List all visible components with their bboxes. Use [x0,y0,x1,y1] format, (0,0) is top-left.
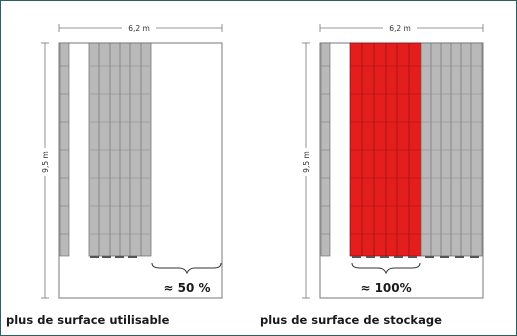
gain-label-right: ≈ 100% [360,281,411,295]
mobile-racks-left [88,42,152,258]
mobile-racks-right [420,42,483,258]
gain-label-left: ≈ 50 % [163,281,210,295]
gain-brace-right [351,262,421,275]
added-racks-red [349,42,422,258]
height-label-right: 9,5 m [302,151,311,173]
wall-rack-right [320,42,331,257]
height-label-left: 9,5 m [41,151,50,173]
diagram-right: 6,2 m 9,5 m [300,22,484,299]
caption-right: plus de surface de stockage [260,313,442,327]
caption-left: plus de surface utilisable [6,313,170,327]
diagram-left: 6,2 m 9,5 m [39,22,223,299]
gain-brace-left [151,262,222,275]
width-label-left: 6,2 m [128,24,150,33]
width-label-right: 6,2 m [389,24,411,33]
wall-rack-left [59,42,70,257]
